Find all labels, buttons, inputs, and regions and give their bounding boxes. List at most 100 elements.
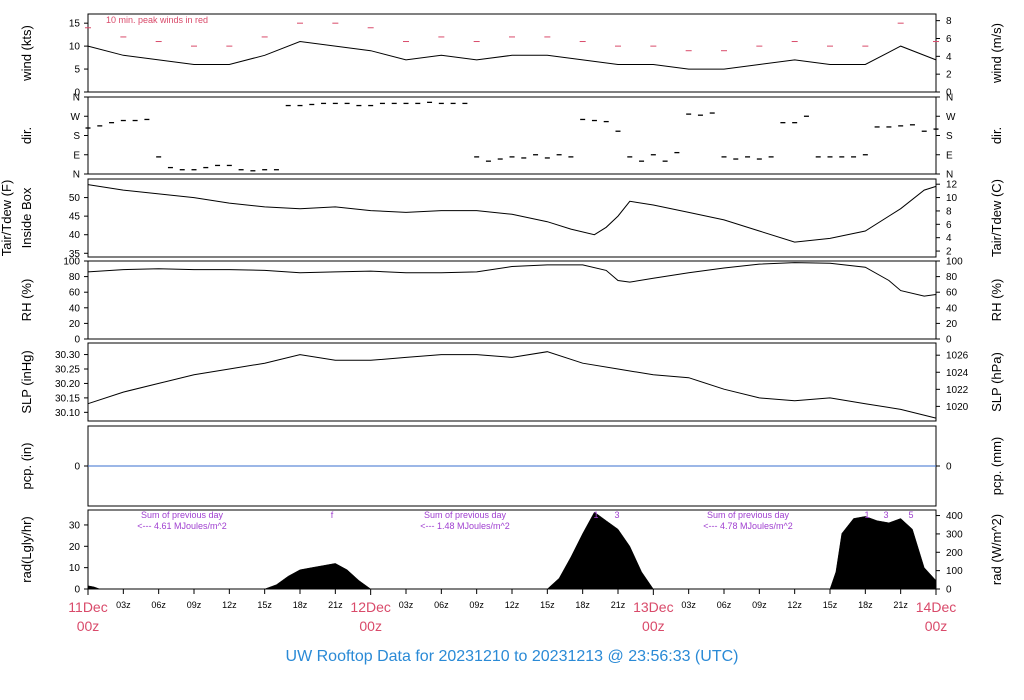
radiation-annotation-line2: <--- 4.78 MJoules/m^2 [703,521,793,531]
wind-left-tick-label: 10 [69,42,81,53]
time-axis-date-label: 13Dec [633,599,673,615]
time-axis-tick-label: 18z [575,600,590,610]
radiation-area [87,511,937,590]
direction-ylabel-right: dir. [989,127,1004,144]
rh-ylabel-left: RH (%) [19,279,34,322]
wind-left-tick-label: 0 [74,88,80,99]
wind-speed-line [87,40,937,70]
temperature-left-tick-label: 45 [69,212,81,223]
time-axis-tick-label: 06z [717,600,732,610]
rh-frame [87,260,937,340]
temperature-ylabel-right: Tair/Tdew (C) [989,179,1004,257]
radiation-annotation-line1: Sum of previous day [424,510,507,520]
radiation-right-tick-label: 400 [946,511,963,522]
time-axis-tick-label: 12z [505,600,520,610]
time-axis-tick-label: 18z [858,600,873,610]
radiation-left-tick-label: 0 [74,585,80,596]
rh-right-tick-label: 100 [946,257,963,268]
rh-left-tick-label: 60 [69,288,81,299]
slp-ylabel-right: SLP (hPa) [989,352,1004,412]
rh-line [87,262,937,297]
time-axis-tick-label: 21z [611,600,626,610]
direction-left-tick-label: W [71,112,81,123]
temperature-right-tick-label: 6 [946,220,952,231]
rh-left-tick-label: 80 [69,272,81,283]
rh-left-tick-label: 20 [69,319,81,330]
time-axis-tick-label: 15z [823,600,838,610]
radiation-marker-label: f [331,510,334,520]
wind-left-tick-label: 5 [74,65,80,76]
temperature-right-tick-label: 4 [946,233,952,244]
time-axis-tick-label: 09z [752,600,767,610]
radiation-marker-label: 3 [883,510,888,520]
time-axis-hour-label: 00z [359,618,382,634]
slp-ylabel-left: SLP (inHg) [19,350,34,413]
temperature-line [87,184,937,243]
direction-right-tick-label: N [946,170,953,181]
time-axis-hour-label: 00z [642,618,665,634]
slp-right-tick-label: 1024 [946,368,969,379]
wind-left-tick-label: 15 [69,19,81,30]
time-axis-tick-label: 21z [328,600,343,610]
time-axis-tick-label: 03z [116,600,131,610]
slp-left-tick-label: 30.10 [55,408,80,419]
time-axis-tick-label: 06z [151,600,166,610]
temperature-right-tick-label: 12 [946,180,958,191]
slp-right-tick-label: 1022 [946,385,969,396]
precip-ylabel-left: pcp. (in) [19,443,34,490]
precip-left-tick-label: 0 [74,462,80,473]
time-axis-tick-label: 21z [893,600,908,610]
direction-left-tick-label: N [73,93,80,104]
direction-right-tick-label: E [946,150,953,161]
radiation-ylabel-left: rad(Lgly/hr) [19,516,34,582]
slp-line [87,351,937,419]
radiation-right-tick-label: 300 [946,529,963,540]
time-axis-hour-label: 00z [77,618,100,634]
direction-ylabel-left: dir. [19,127,34,144]
slp-left-tick-label: 30.20 [55,379,80,390]
precip-ylabel-right: pcp. (mm) [989,437,1004,496]
time-axis-tick-label: 18z [293,600,308,610]
direction-right-tick-label: N [946,93,953,104]
radiation-left-tick-label: 30 [69,520,81,531]
time-axis-date-label: 12Dec [350,599,390,615]
time-axis-tick-label: 03z [399,600,414,610]
temperature-ylabel-left-2: Inside Box [19,187,34,248]
time-axis-tick-label: 15z [540,600,555,610]
time-axis-hour-label: 00z [925,618,948,634]
slp-right-tick-label: 1020 [946,402,969,413]
temperature-left-tick-label: 50 [69,193,81,204]
temperature-right-tick-label: 8 [946,206,952,217]
rh-right-tick-label: 20 [946,319,958,330]
wind-right-tick-label: 0 [946,88,952,99]
time-axis-tick-label: 09z [469,600,484,610]
slp-left-tick-label: 30.25 [55,365,80,376]
time-axis-tick-label: 06z [434,600,449,610]
wind-frame [87,13,937,93]
radiation-left-tick-label: 20 [69,542,81,553]
rh-left-tick-label: 100 [63,257,80,268]
slp-left-tick-label: 30.30 [55,350,80,361]
wind-right-tick-label: 6 [946,34,952,45]
slp-left-tick-label: 30.15 [55,393,80,404]
rh-right-tick-label: 0 [946,335,952,346]
wind-right-tick-label: 8 [946,16,952,27]
temperature-left-tick-label: 40 [69,230,81,241]
time-axis-tick-label: 12z [222,600,237,610]
direction-left-tick-label: S [73,131,80,142]
direction-left-tick-label: N [73,170,80,181]
slp-right-tick-label: 1026 [946,351,969,362]
temperature-ylabel-left: Tair/Tdew (F) [0,180,14,257]
time-axis-tick-label: 09z [187,600,202,610]
time-axis-date-label: 11Dec [68,599,107,615]
radiation-right-tick-label: 100 [946,566,963,577]
slp-frame [87,342,937,422]
rh-right-tick-label: 80 [946,272,958,283]
temperature-right-tick-label: 10 [946,193,958,204]
temperature-left-tick-label: 35 [69,249,81,260]
temperature-right-tick-label: 2 [946,247,952,258]
direction-left-tick-label: E [73,150,80,161]
direction-frame [87,96,937,175]
radiation-left-tick-label: 10 [69,563,81,574]
